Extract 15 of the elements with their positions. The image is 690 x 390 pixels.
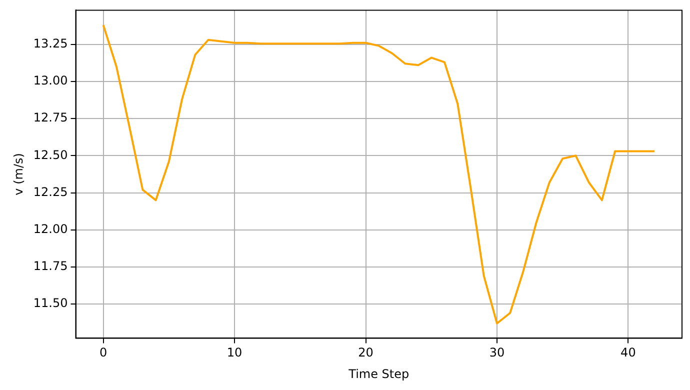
y-axis-title: v (m/s) (11, 153, 26, 196)
y-tick-label: 11.50 (33, 296, 68, 310)
y-tick-label: 13.00 (33, 74, 68, 88)
x-axis-title: Time Step (348, 366, 410, 381)
x-tick-label: 10 (226, 346, 242, 360)
y-tick-label: 12.25 (33, 184, 68, 199)
x-tick-label: 0 (99, 346, 108, 360)
y-tick-label: 11.75 (33, 259, 68, 274)
x-tick-label: 40 (620, 346, 636, 360)
y-tick-label: 12.50 (33, 148, 68, 162)
x-tick-label: 20 (358, 346, 374, 360)
y-tick-label: 12.75 (33, 110, 68, 125)
y-tick-label: 13.25 (33, 36, 68, 50)
x-tick-label: 30 (489, 346, 505, 360)
y-tick-label: 12.00 (33, 222, 68, 236)
